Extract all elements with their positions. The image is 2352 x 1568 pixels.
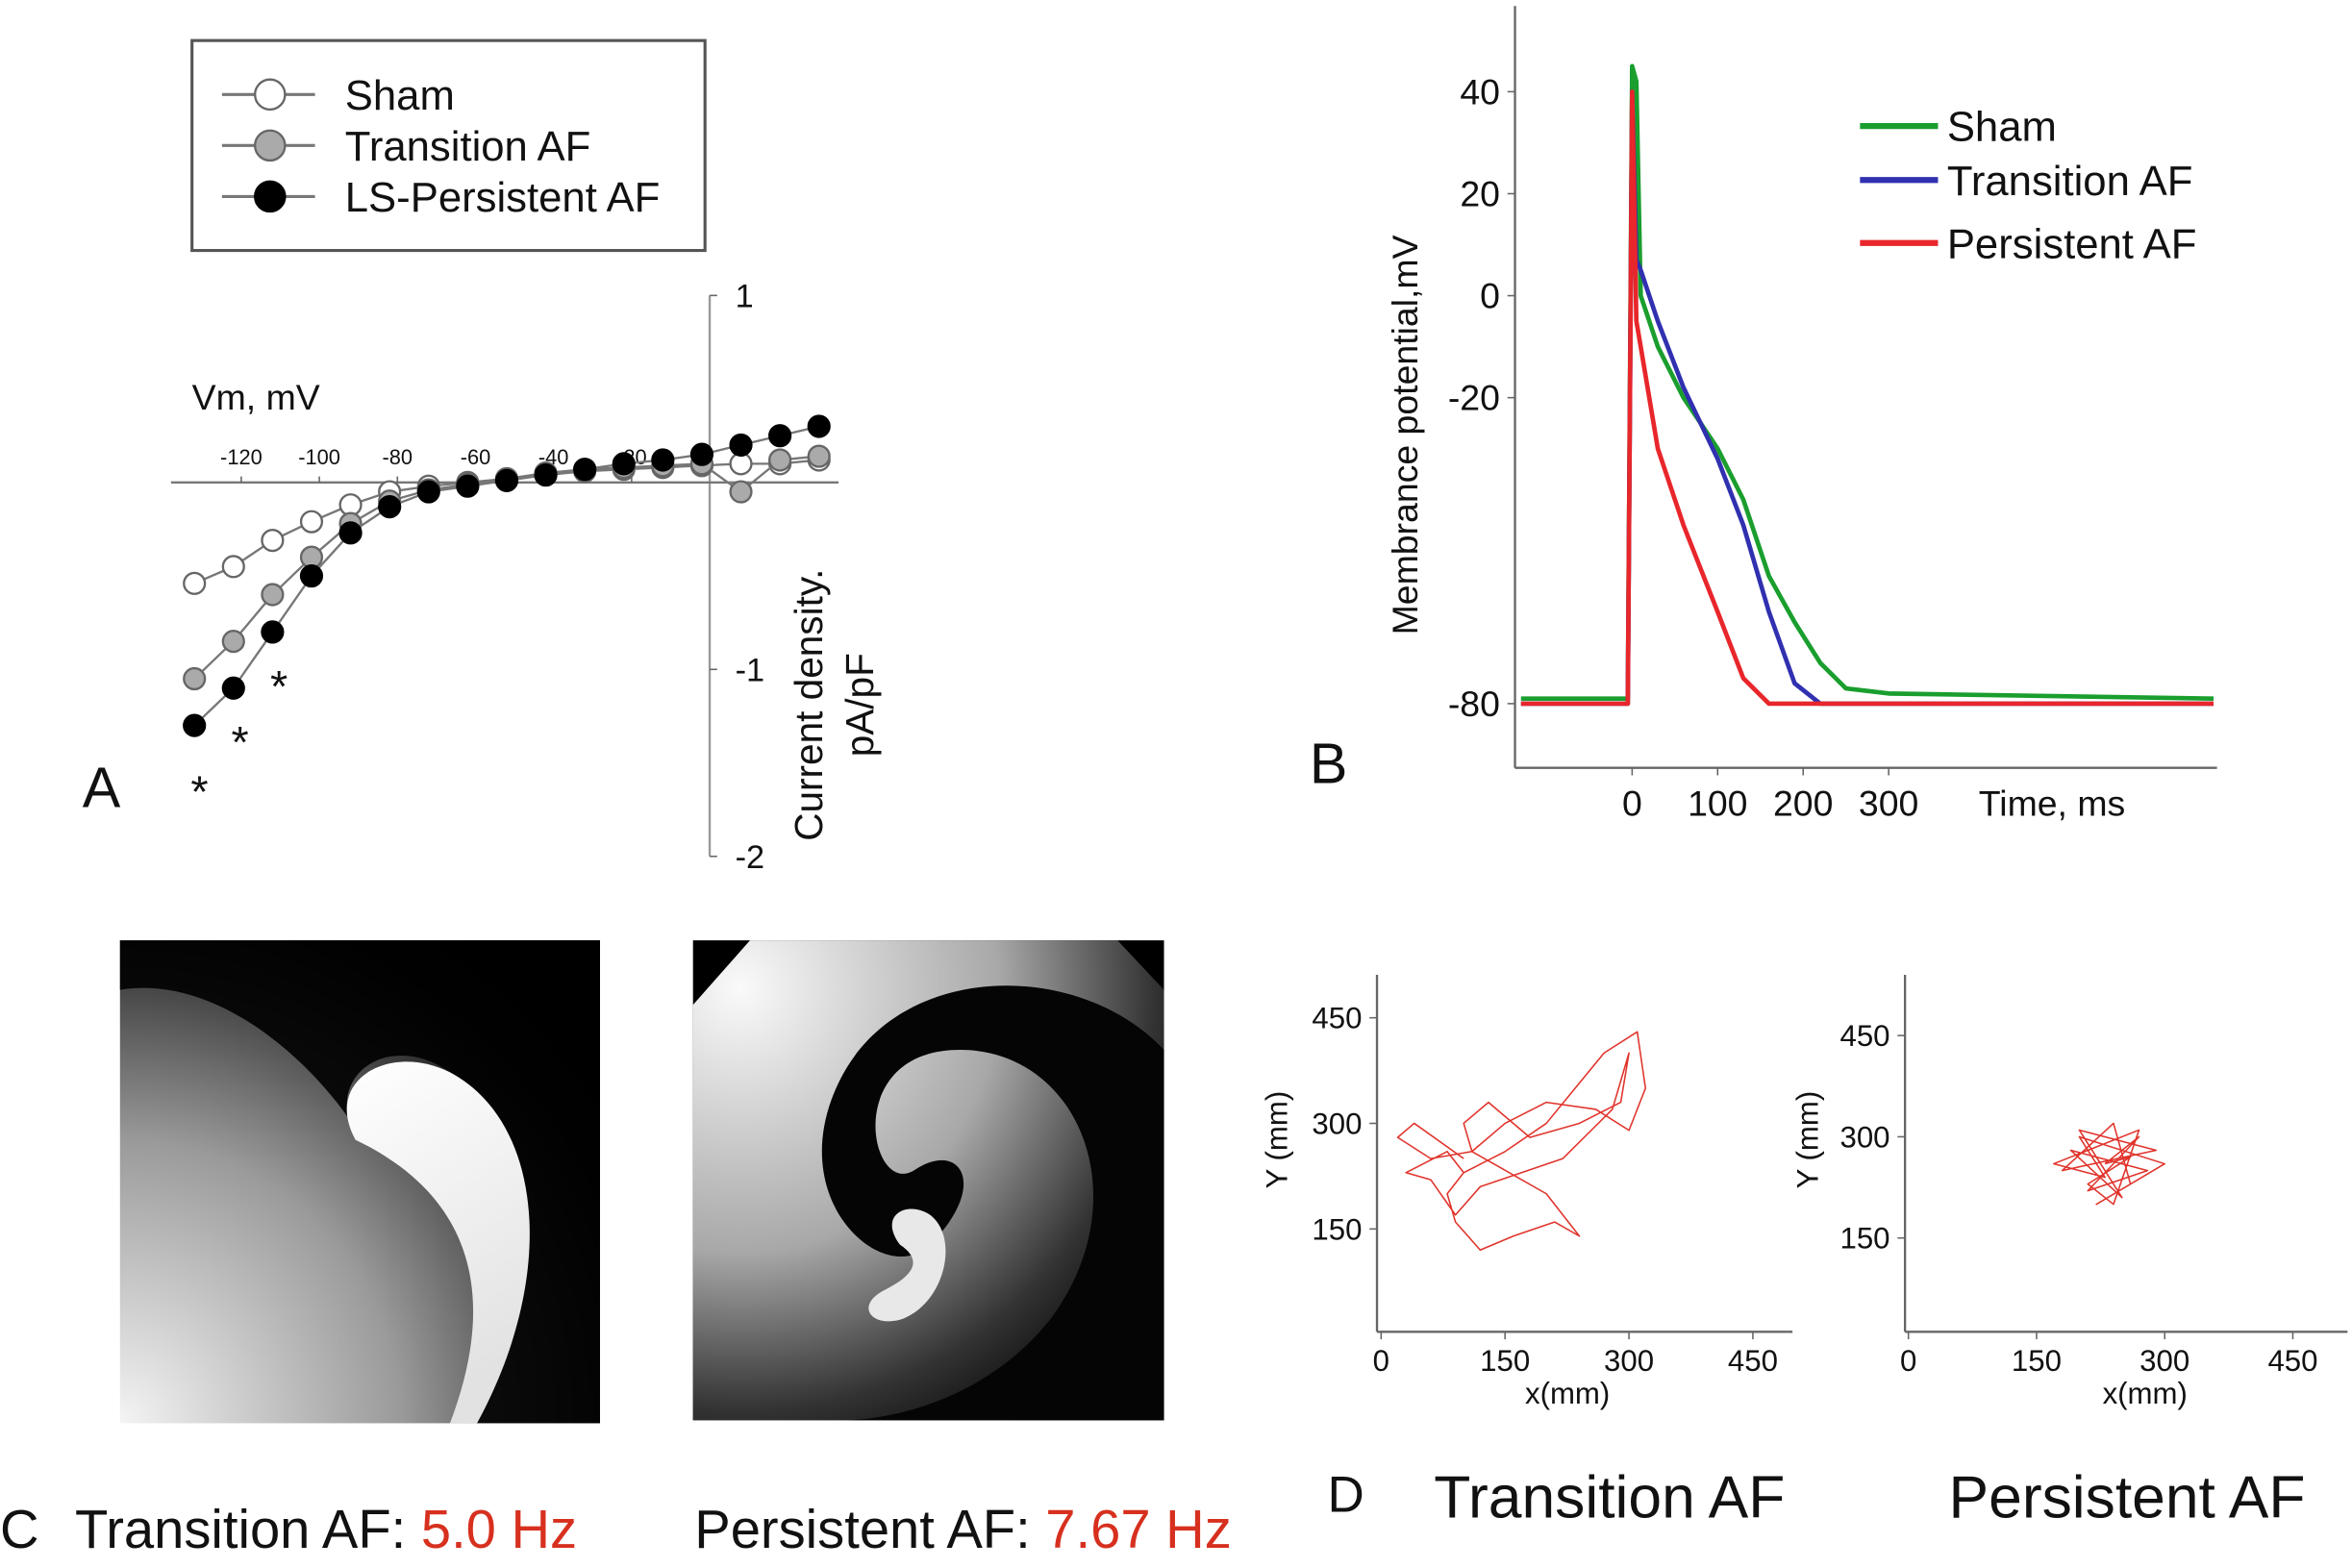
data-point	[573, 458, 597, 482]
caption-frequency: 5.0 Hz	[421, 1499, 577, 1559]
x-tick-label: 450	[2267, 1344, 2317, 1378]
x-tick-label: -120	[220, 445, 263, 469]
spiral-image-transition	[119, 940, 600, 1424]
x-tick-label: 100	[1688, 784, 1747, 824]
significance-mark: *	[190, 766, 208, 816]
x-tick-label: -80	[383, 445, 413, 469]
data-point	[221, 555, 245, 579]
caption: Persistent AF: 7.67 Hz	[694, 1499, 1232, 1559]
series-line	[1396, 1031, 1647, 1252]
panel-title: Persistent AF	[1949, 1465, 2306, 1531]
data-point	[221, 676, 245, 700]
legend-label: Transition AF	[345, 123, 591, 170]
caption: Transition AF: 5.0 Hz	[75, 1499, 577, 1559]
x-tick-label: 300	[1604, 1344, 1654, 1378]
y-axis-label: Membrance potential,mV	[1385, 235, 1425, 635]
data-point	[729, 480, 753, 504]
data-point	[183, 666, 207, 691]
x-tick-label: 200	[1773, 784, 1833, 824]
y-tick-label: 0	[1480, 276, 1500, 316]
x-tick-label: 0	[1622, 784, 1642, 824]
caption-frequency: 7.67 Hz	[1045, 1499, 1231, 1559]
legend-label: Transition AF	[1947, 158, 2193, 205]
x-tick-label: 300	[2139, 1344, 2189, 1378]
legend-marker	[254, 180, 287, 213]
data-point	[651, 448, 675, 472]
series-line	[2052, 1122, 2165, 1206]
data-point	[261, 529, 285, 553]
y-tick-label: 1	[736, 278, 754, 314]
panel-label: B	[1310, 731, 1348, 795]
y-tick-label: -1	[736, 652, 764, 688]
y-axis-label: Y (mm)	[1260, 1091, 1293, 1189]
y-tick-label: -80	[1448, 684, 1500, 724]
x-tick-label: 0	[1373, 1344, 1389, 1378]
y-tick-label: 300	[1312, 1107, 1362, 1140]
y-axis-label: pA/pF	[838, 653, 882, 757]
x-tick-label: 300	[1859, 784, 1918, 824]
significance-mark: *	[231, 717, 248, 767]
data-point	[261, 583, 285, 607]
legend-label: Sham	[345, 72, 455, 119]
y-tick-label: 40	[1460, 71, 1500, 112]
y-tick-label: -2	[736, 839, 764, 876]
y-axis-label: Y (mm)	[1791, 1091, 1825, 1189]
data-point	[807, 444, 831, 468]
x-tick-label: 450	[1728, 1344, 1778, 1378]
caption-name: Persistent AF:	[694, 1499, 1030, 1559]
y-tick-label: 300	[1839, 1120, 1889, 1154]
data-point	[534, 462, 558, 487]
data-point	[299, 563, 324, 588]
x-axis-label: x(mm)	[2103, 1377, 2188, 1410]
data-point	[768, 424, 792, 448]
legend-label: LS-Persistent AF	[345, 174, 661, 221]
x-axis-label: x(mm)	[1525, 1377, 1610, 1410]
x-tick-label: -100	[298, 445, 340, 469]
data-point	[729, 433, 753, 458]
data-point	[221, 630, 245, 654]
data-point	[689, 442, 714, 466]
y-tick-label: 150	[1839, 1222, 1889, 1256]
data-point	[183, 571, 207, 595]
series-line	[1520, 63, 2214, 702]
data-point	[612, 452, 636, 476]
data-point	[768, 448, 792, 472]
data-point	[338, 521, 363, 545]
y-tick-label: 150	[1312, 1212, 1362, 1246]
legend-marker	[254, 78, 287, 112]
data-point	[183, 713, 207, 737]
data-point	[456, 474, 480, 498]
x-axis-label: Vm, mV	[192, 377, 320, 417]
spiral-image-persistent	[692, 940, 1164, 1421]
y-tick-label: 450	[1312, 1002, 1362, 1035]
y-tick-label: -20	[1448, 378, 1500, 418]
y-axis-label: Current density.	[787, 569, 831, 841]
x-axis-label: Time, ms	[1979, 784, 2125, 824]
data-point	[807, 414, 831, 438]
x-tick-label: 0	[1900, 1344, 1916, 1378]
y-tick-label: 450	[1839, 1019, 1889, 1053]
panel-title: Transition AF	[1434, 1465, 1785, 1531]
x-tick-label: -60	[461, 445, 491, 469]
data-point	[299, 510, 324, 534]
panel-label: A	[83, 755, 121, 819]
legend-marker	[254, 129, 287, 162]
y-tick-label: 20	[1460, 174, 1500, 214]
data-point	[494, 468, 519, 492]
data-point	[378, 495, 402, 519]
panel-label: D	[1328, 1466, 1364, 1523]
data-point	[416, 480, 440, 504]
x-tick-label: 150	[1480, 1344, 1530, 1378]
legend-label: Persistent AF	[1947, 220, 2197, 267]
legend-label: Sham	[1947, 104, 2057, 151]
significance-mark: *	[270, 661, 288, 711]
panel-label: C	[0, 1499, 39, 1559]
data-point	[261, 620, 285, 644]
series-line	[1520, 89, 2214, 707]
caption-name: Transition AF:	[75, 1499, 406, 1559]
x-tick-label: 150	[2012, 1344, 2062, 1378]
